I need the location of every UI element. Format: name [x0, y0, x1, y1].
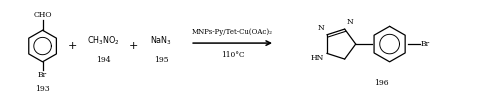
Text: CHO: CHO — [34, 11, 52, 19]
Text: 195: 195 — [154, 56, 168, 64]
Text: 194: 194 — [96, 56, 110, 64]
Text: Br: Br — [420, 40, 430, 48]
Text: +: + — [128, 41, 138, 51]
Text: $\mathregular{NaN_3}$: $\mathregular{NaN_3}$ — [150, 35, 172, 47]
Text: 110°C: 110°C — [221, 51, 244, 59]
Text: Br: Br — [38, 71, 47, 79]
Text: N: N — [346, 18, 354, 26]
Text: 196: 196 — [374, 79, 389, 87]
Text: N: N — [318, 24, 325, 32]
Text: MNPs-Py/Tet-Cu(OAc)₂: MNPs-Py/Tet-Cu(OAc)₂ — [192, 28, 273, 36]
Text: HN: HN — [310, 54, 324, 62]
Text: 193: 193 — [35, 85, 50, 93]
Text: +: + — [68, 41, 77, 51]
Text: $\mathregular{CH_3NO_2}$: $\mathregular{CH_3NO_2}$ — [87, 35, 120, 47]
